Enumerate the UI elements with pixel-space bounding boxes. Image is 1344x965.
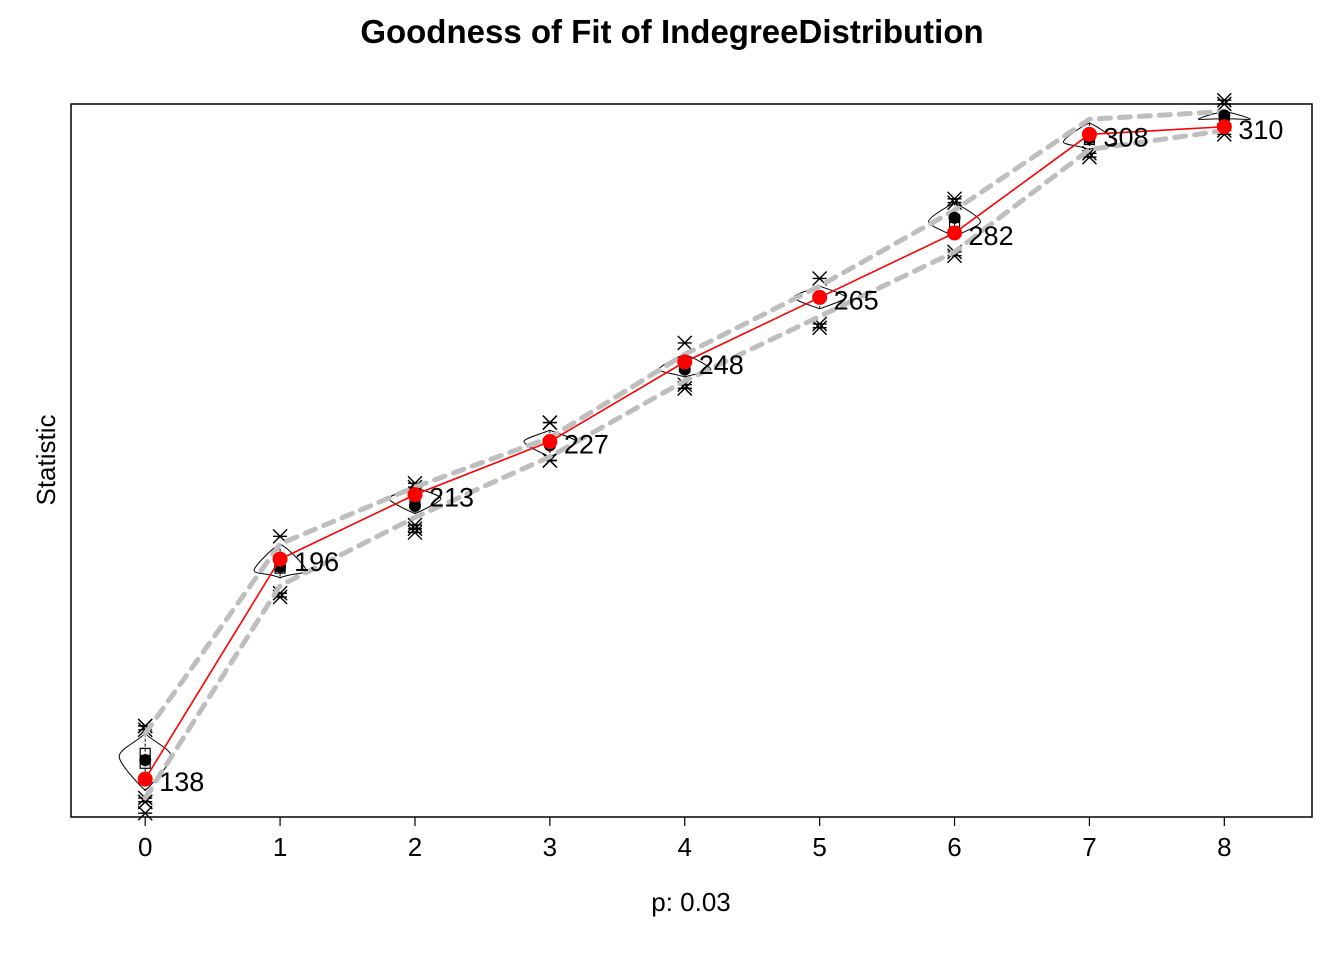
x-tick-label: 7: [1082, 832, 1096, 862]
band-upper-line: [142, 109, 1227, 737]
simulated-outliers: [137, 92, 1232, 821]
y-axis-label: Statistic: [31, 414, 61, 505]
observed-series: [137, 119, 1232, 787]
outlier-mark: [542, 415, 558, 431]
x-tick-label: 2: [408, 832, 422, 862]
observed-point: [1216, 119, 1232, 135]
observed-point: [542, 434, 558, 450]
x-axis-label: p: 0.03: [651, 887, 731, 917]
observed-point: [407, 487, 423, 503]
violin: [658, 353, 712, 378]
observed-point: [272, 551, 288, 567]
simulated-mean-point: [948, 211, 961, 224]
outlier-mark: [1216, 92, 1232, 108]
boxplots: [139, 111, 1230, 791]
observed-labels: 138 196 213 227 248 265 282 308 310: [159, 115, 1283, 797]
observed-point: [677, 354, 693, 370]
outlier-mark: [137, 805, 153, 821]
observed-data-label: 227: [564, 430, 609, 460]
simulated-means: [139, 109, 1231, 767]
x-tick-label: 5: [812, 832, 826, 862]
observed-data-label: 310: [1238, 115, 1283, 145]
observed-point: [137, 771, 153, 787]
simulated-band: [142, 109, 1227, 801]
violin: [1062, 122, 1116, 151]
outlier-mark: [1216, 96, 1232, 112]
x-tick-label: 8: [1217, 832, 1231, 862]
observed-data-label: 138: [159, 767, 204, 797]
simulated-mean-point: [408, 500, 421, 513]
chart-title: Goodness of Fit of IndegreeDistribution: [360, 13, 983, 50]
observed-line: [144, 125, 1225, 780]
x-tick-label: 0: [138, 832, 152, 862]
observed-point: [947, 225, 963, 241]
observed-data-label: 248: [699, 350, 744, 380]
band-lower-line: [142, 128, 1227, 801]
observed-data-label: 265: [834, 285, 879, 315]
observed-data-label: 308: [1103, 122, 1148, 152]
violins: [118, 111, 1251, 792]
simulated-mean-point: [1218, 109, 1231, 122]
violin: [253, 543, 307, 579]
x-axis: 0 1 2 3 4 5 6 7 8: [138, 817, 1232, 862]
observed-point: [812, 289, 828, 305]
simulated-mean-point: [139, 754, 152, 767]
x-tick-label: 3: [543, 832, 557, 862]
observed-point: [1081, 126, 1097, 142]
outlier-mark: [407, 517, 423, 533]
violin: [388, 486, 442, 515]
outlier-mark: [407, 521, 423, 537]
observed-data-label: 196: [294, 547, 339, 577]
observed-data-label: 282: [969, 221, 1014, 251]
x-tick-label: 1: [273, 832, 287, 862]
outlier-mark: [812, 320, 828, 336]
plot-frame: [70, 103, 1313, 818]
observed-data-label: 213: [429, 483, 474, 513]
x-tick-label: 6: [947, 832, 961, 862]
outlier-mark: [677, 335, 693, 351]
outlier-mark: [407, 525, 423, 541]
x-tick-label: 4: [678, 832, 692, 862]
